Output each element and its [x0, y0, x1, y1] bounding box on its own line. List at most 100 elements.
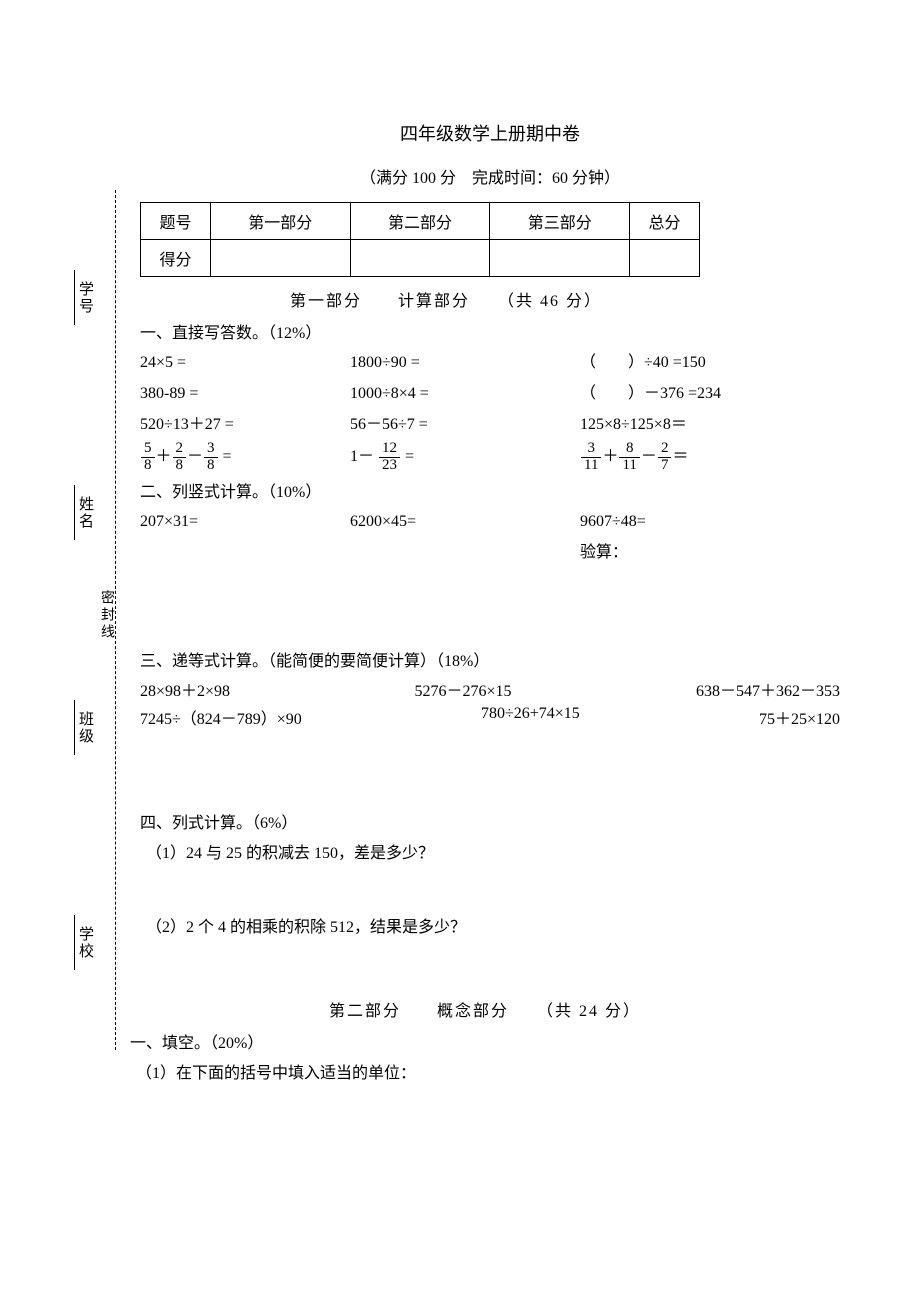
question-text: （1）24 与 25 的积减去 150，差是多少？: [146, 839, 840, 863]
score-table: 题号 第一部分 第二部分 第三部分 总分 得分: [140, 202, 700, 277]
section2-title: 二、列竖式计算。（10%）: [140, 478, 840, 502]
frac-num: 2: [658, 441, 672, 458]
fraction: 27: [657, 441, 673, 474]
score-blank-cell: [350, 240, 490, 277]
tail: =: [219, 448, 232, 465]
binding-strip: 密封线 学校 班级 姓名 学号: [60, 190, 132, 1050]
calc-cell: 380-89 =: [140, 380, 350, 409]
calc-row: 380-89 = 1000÷8×4 = （ ）－376 =234: [140, 380, 840, 409]
binding-underline: [74, 915, 75, 970]
frac-den: 11: [619, 458, 639, 474]
binding-underline: [74, 700, 75, 755]
question-text: （1）在下面的括号中填入适当的单位：: [136, 1059, 840, 1083]
frac-num: 3: [581, 441, 601, 458]
score-header-cell: 第一部分: [210, 203, 350, 240]
calc-cell: 207×31=: [140, 508, 350, 537]
frac-den: 8: [173, 458, 187, 474]
op: ＋: [156, 448, 172, 465]
binding-label-text: 姓名: [75, 496, 96, 530]
frac-num: 12: [379, 441, 400, 458]
calc-cell: 638－547＋362－353: [696, 677, 840, 701]
calc-cell: 75＋25×120: [759, 705, 840, 729]
calc-cell: 9607÷48=: [580, 508, 840, 537]
part2-wrap: 第二部分 概念部分 （共 24 分） 一、填空。（20%） （1）在下面的括号中…: [130, 997, 840, 1083]
fraction: 28: [172, 441, 188, 474]
binding-label-number: 学号: [74, 266, 96, 329]
frac-num: 2: [173, 441, 187, 458]
section1-title: 一、直接写答数。（12%）: [140, 319, 840, 343]
binding-label-text: 班级: [75, 711, 96, 745]
binding-underline: [74, 270, 75, 325]
frac-den: 8: [141, 458, 155, 474]
score-label-cell: 得分: [141, 240, 211, 277]
frac-den: 23: [379, 458, 400, 474]
calc-cell: 1000÷8×4 =: [350, 380, 580, 409]
calc-cell: 5276－276×15: [415, 677, 512, 701]
calc-cell: 125×8÷125×8＝: [580, 411, 840, 440]
binding-underline: [74, 485, 75, 540]
check-label: 验算：: [580, 539, 840, 568]
frac-num: 5: [141, 441, 155, 458]
calc-cell: 6200×45=: [350, 508, 580, 537]
score-blank-cell: [490, 240, 630, 277]
section4-title: 四、列式计算。（6%）: [140, 809, 840, 833]
score-header-cell: 题号: [141, 203, 211, 240]
exam-title: 四年级数学上册期中卷: [140, 120, 840, 146]
calc-cell: 1800÷90 =: [350, 349, 580, 378]
empty-cell: [140, 539, 350, 568]
pre: 1－: [350, 448, 378, 465]
calc-row: 7245÷（824－789）×90 780÷26+74×15 75＋25×120: [140, 705, 840, 729]
calc-row: 24×5 = 1800÷90 = （ ）÷40 =150: [140, 349, 840, 378]
binding-label-text: 学号: [75, 281, 96, 315]
score-header-cell: 第二部分: [350, 203, 490, 240]
op: －: [641, 448, 657, 465]
op: ＋: [602, 448, 618, 465]
calc-cell: （ ）÷40 =150: [580, 349, 840, 378]
fraction: 311: [580, 441, 602, 474]
exam-page: 密封线 学校 班级 姓名 学号 四年级数学上册期中卷 （满分 100 分 完成时…: [0, 0, 920, 1302]
binding-label-class: 班级: [74, 696, 96, 759]
tail: =: [401, 448, 414, 465]
tail: ＝: [672, 448, 688, 465]
calc-cell: 56－56÷7 =: [350, 411, 580, 440]
calc-cell: 24×5 =: [140, 349, 350, 378]
score-blank-cell: [630, 240, 700, 277]
question-text: （2）2 个 4 的相乘的积除 512，结果是多少？: [146, 913, 840, 937]
frac-num: 3: [204, 441, 218, 458]
op: －: [187, 448, 203, 465]
calc-cell: 1－ 1223 =: [350, 441, 580, 474]
frac-den: 7: [658, 458, 672, 474]
calc-cell: 520÷13＋27 =: [140, 411, 350, 440]
part2-section1-title: 一、填空。（20%）: [130, 1029, 840, 1053]
check-row: 验算：: [140, 539, 840, 568]
section3-title: 三、递等式计算。（能简便的要简便计算）（18%）: [140, 647, 840, 671]
calc-cell: 311＋811－27＝: [580, 441, 840, 474]
fraction: 38: [203, 441, 219, 474]
calc-cell: 58＋28－38 =: [140, 441, 350, 474]
score-header-cell: 第三部分: [490, 203, 630, 240]
binding-labels: 学校 班级 姓名 学号: [60, 190, 110, 1050]
calc-row: 520÷13＋27 = 56－56÷7 = 125×8÷125×8＝: [140, 411, 840, 440]
frac-num: 8: [619, 441, 639, 458]
score-header-cell: 总分: [630, 203, 700, 240]
fraction: 811: [618, 441, 640, 474]
calc-row: 28×98＋2×98 5276－276×15 638－547＋362－353: [140, 677, 840, 701]
calc-cell: 780÷26+74×15: [481, 705, 580, 729]
calc-cell: （ ）－376 =234: [580, 380, 840, 409]
binding-label-school: 学校: [74, 911, 96, 974]
part1-header: 第一部分 计算部分 （共 46 分）: [140, 287, 840, 311]
frac-den: 8: [204, 458, 218, 474]
frac-den: 11: [581, 458, 601, 474]
calc-cell: 7245÷（824－789）×90: [140, 705, 302, 729]
table-row: 得分: [141, 240, 700, 277]
fraction: 1223: [378, 441, 401, 474]
calc-row: 207×31= 6200×45= 9607÷48=: [140, 508, 840, 537]
score-blank-cell: [210, 240, 350, 277]
table-row: 题号 第一部分 第二部分 第三部分 总分: [141, 203, 700, 240]
exam-subtitle: （满分 100 分 完成时间：60 分钟）: [140, 164, 840, 188]
calc-row-fractions: 58＋28－38 = 1－ 1223 = 311＋811－27＝: [140, 441, 840, 474]
binding-label-name: 姓名: [74, 481, 96, 544]
binding-label-text: 学校: [75, 926, 96, 960]
fraction: 58: [140, 441, 156, 474]
calc-cell: 28×98＋2×98: [140, 677, 230, 701]
